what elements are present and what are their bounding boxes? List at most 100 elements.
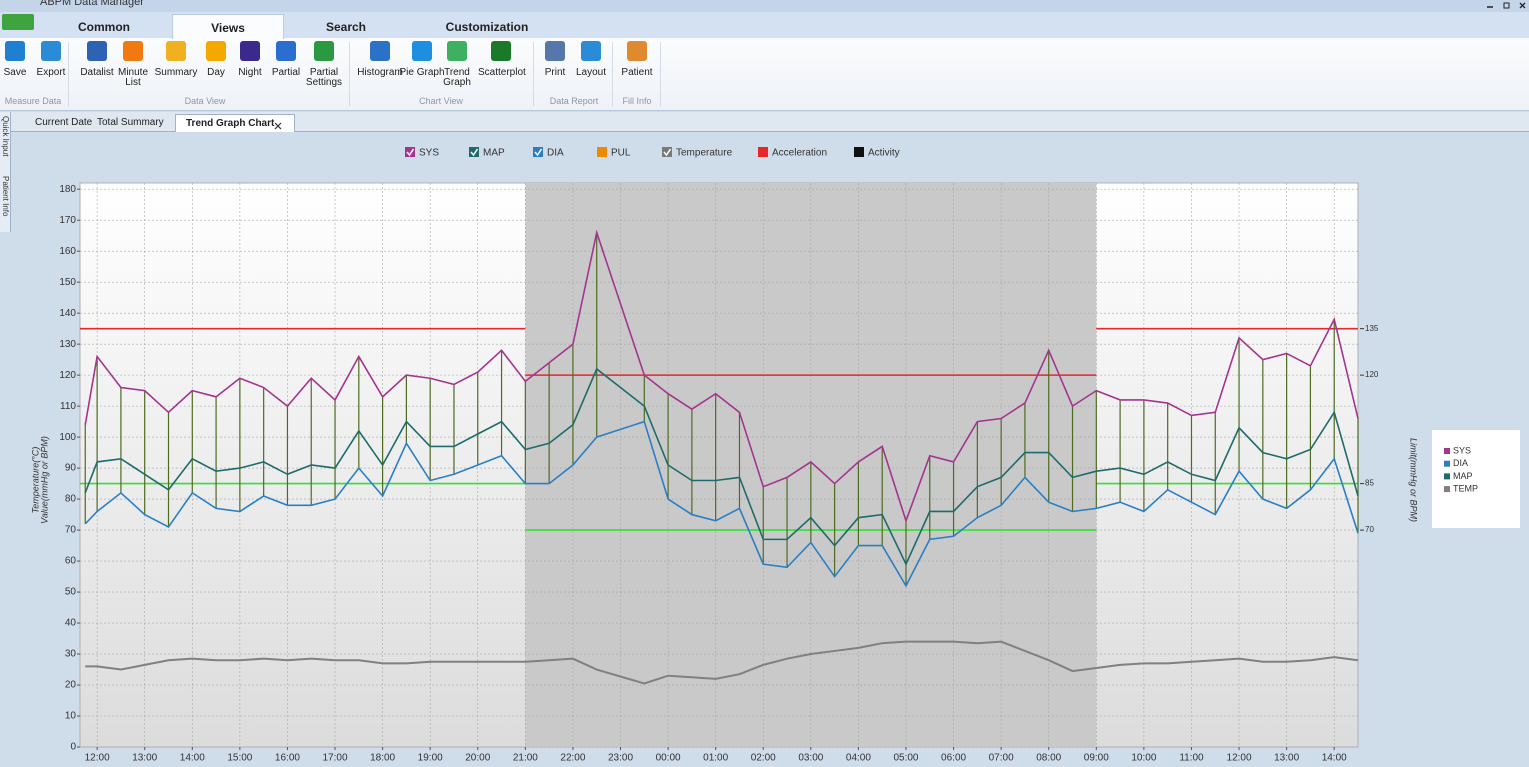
- legend-label: SYS: [1453, 445, 1471, 455]
- restore[interactable]: [1503, 2, 1510, 9]
- toggle-box: [469, 147, 479, 157]
- legend-toggle[interactable]: Activity: [854, 147, 900, 159]
- button-icon: [314, 41, 334, 61]
- series-line: [84, 420, 1359, 588]
- group-separator: [349, 42, 350, 106]
- ribbon-button[interactable]: Day: [193, 41, 239, 78]
- toggle-label: Acceleration: [772, 148, 827, 159]
- ribbon-button[interactable]: Minute List: [110, 41, 156, 88]
- toggle-label: Temperature: [676, 148, 733, 159]
- ribbon-tab[interactable]: Views: [172, 14, 284, 39]
- button-label: Patient: [621, 67, 653, 78]
- x-tick-label: 12:00: [85, 753, 110, 764]
- ribbon-button[interactable]: Partial: [263, 41, 309, 78]
- button-label: Partial Settings: [305, 67, 343, 88]
- toggle-box: [597, 147, 607, 157]
- ribbon-button[interactable]: Patient: [614, 41, 660, 78]
- legend-toggle[interactable]: PUL: [597, 147, 631, 159]
- y2-tick-label: 120: [1365, 370, 1379, 379]
- document-tab[interactable]: Total Summary: [97, 117, 164, 128]
- close-icon: [274, 122, 282, 130]
- window-controls[interactable]: [1484, 0, 1529, 12]
- app-menu-button[interactable]: [2, 14, 34, 30]
- side-strip: [0, 112, 11, 232]
- series-line: [84, 229, 1359, 524]
- legend-toggle[interactable]: MAP: [469, 147, 505, 159]
- toggle-check: [663, 148, 672, 157]
- y-tick-label: 110: [60, 401, 76, 412]
- button-icon: [412, 41, 432, 61]
- y2-tick-label: 70: [1365, 525, 1374, 534]
- document-tab[interactable]: Current Date: [35, 117, 93, 128]
- ribbon-button[interactable]: Print: [532, 41, 578, 78]
- x-tick-label: 06:00: [941, 753, 966, 764]
- y-axis-label: Value(mmHg or BPM): [39, 436, 49, 524]
- y2-tick-label: 135: [1365, 324, 1379, 333]
- y2-tick-label: 85: [1365, 479, 1374, 488]
- legend-toggle[interactable]: DIA: [533, 147, 564, 159]
- button-label: Pie Graph: [399, 67, 445, 78]
- side-tab[interactable]: Patient Info: [1, 176, 10, 217]
- ribbon-button[interactable]: Datalist: [74, 41, 120, 78]
- ribbon-tab[interactable]: Common: [78, 20, 130, 34]
- x-tick-label: 19:00: [418, 753, 443, 764]
- side-tab[interactable]: Quick Input: [1, 116, 10, 157]
- ribbon-button[interactable]: Histogram: [357, 41, 403, 78]
- x-tick-label: 13:00: [132, 753, 157, 764]
- x-tick-label: 18:00: [370, 753, 395, 764]
- x-tick-label: 09:00: [1084, 753, 1109, 764]
- button-label: Histogram: [357, 67, 403, 78]
- x-tick-label: 05:00: [893, 753, 918, 764]
- legend-toggle[interactable]: SYS: [405, 147, 439, 159]
- group-label: Fill Info: [622, 96, 652, 106]
- legend-swatch: [1444, 460, 1450, 467]
- button-label: Trend Graph: [443, 67, 471, 88]
- y-tick-label: 90: [65, 463, 77, 474]
- document-tab[interactable]: Trend Graph Chart: [175, 114, 296, 132]
- y-tick-label: 60: [65, 556, 77, 567]
- button-label: Partial: [271, 67, 301, 78]
- ribbon-button[interactable]: Summary: [153, 41, 199, 78]
- ribbon-button[interactable]: Layout: [568, 41, 614, 78]
- ribbon-button[interactable]: Trend Graph: [434, 41, 480, 88]
- legend-swatch: [1444, 448, 1450, 454]
- y-tick-label: 150: [59, 277, 76, 288]
- button-icon: [206, 41, 226, 61]
- ribbon-button[interactable]: Pie Graph: [399, 41, 445, 78]
- close: [1519, 2, 1526, 9]
- toggle-check: [534, 148, 543, 157]
- tab-close[interactable]: [274, 117, 282, 130]
- legend-toggle[interactable]: Acceleration: [758, 147, 827, 159]
- x-tick-label: 16:00: [275, 753, 300, 764]
- x-tick-label: 23:00: [608, 753, 633, 764]
- ribbon-button[interactable]: Scatterplot: [478, 41, 526, 78]
- ribbon-tab[interactable]: Customization: [445, 20, 529, 34]
- window-title: ABPM Data Manager: [40, 0, 144, 8]
- group-label: Chart View: [419, 96, 463, 106]
- button-icon: [545, 41, 565, 61]
- x-tick-label: 17:00: [323, 753, 348, 764]
- legend-toggle[interactable]: Temperature: [662, 147, 733, 159]
- x-tick-label: 14:00: [180, 753, 205, 764]
- toggle-box: [758, 147, 768, 157]
- button-icon: [5, 41, 25, 61]
- y-tick-label: 160: [59, 246, 76, 257]
- x-tick-label: 13:00: [1274, 753, 1299, 764]
- x-tick-label: 02:00: [751, 753, 776, 764]
- button-label: Print: [544, 67, 566, 78]
- x-tick-label: 15:00: [227, 753, 252, 764]
- document-tab-row: [0, 112, 1529, 132]
- x-tick-label: 03:00: [798, 753, 823, 764]
- toggle-box: [854, 147, 864, 157]
- toggle-label: PUL: [611, 148, 631, 159]
- ribbon-button[interactable]: Export: [28, 41, 74, 78]
- ribbon-tab[interactable]: Search: [325, 20, 367, 34]
- button-label: Save: [3, 67, 27, 78]
- legend-swatch: [1444, 473, 1450, 480]
- group-label: Measure Data: [4, 96, 62, 106]
- toggle-label: SYS: [419, 148, 439, 159]
- ribbon-button[interactable]: Partial Settings: [301, 41, 347, 88]
- ribbon-button[interactable]: Night: [227, 41, 273, 78]
- ribbon-button[interactable]: Save: [0, 41, 38, 78]
- legend-swatch: [1444, 486, 1450, 493]
